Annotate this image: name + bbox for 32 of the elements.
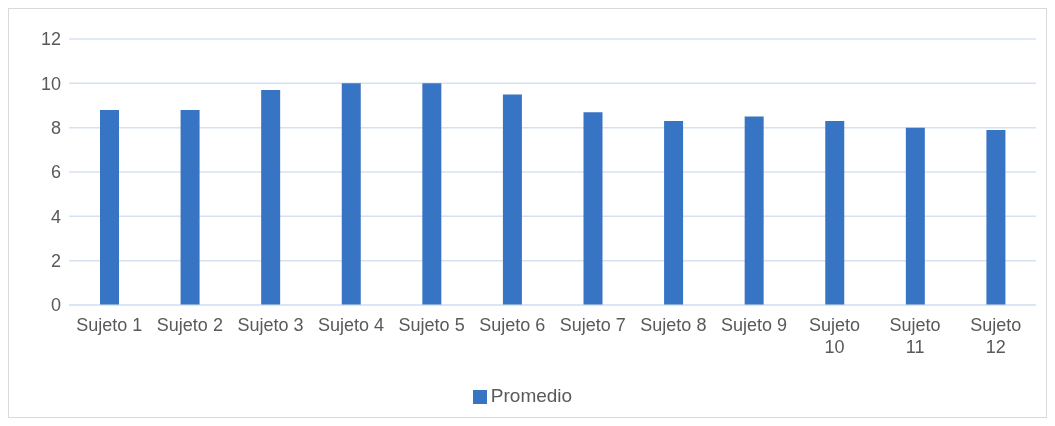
x-tick-label: Sujeto 4 [318,315,385,335]
y-tick-label: 4 [50,206,61,227]
bar [986,129,1006,305]
x-tick-label: Sujeto 2 [156,315,223,335]
x-tick-label: Sujeto 1 [76,315,143,335]
bar [502,94,522,305]
x-tick-label: Sujeto 7 [559,315,626,335]
y-tick-label: 6 [50,162,61,183]
bar [825,121,845,305]
x-tick-label: Sujeto 5 [398,315,465,335]
x-tick-label: Sujeto 9 [720,315,787,335]
bar [100,109,119,305]
y-tick-label: 2 [50,251,61,272]
y-tick-label: 8 [50,118,61,139]
x-tick-label: Sujeto 8 [640,315,707,335]
bar [583,112,603,305]
bar [341,83,361,305]
x-tick-label: Sujeto 6 [479,315,546,335]
y-tick-label: 12 [40,29,61,50]
x-tick-label: Sujeto 3 [237,315,304,335]
bar [905,127,925,305]
x-tick-label: Sujeto 10 [809,315,861,357]
bar [261,89,281,305]
y-tick-label: 0 [50,295,61,316]
bar [422,83,442,305]
bar [744,116,764,305]
x-tick-label: Sujeto 11 [889,315,941,357]
bar [664,121,684,305]
y-tick-label: 10 [40,73,61,94]
legend-label: Promedio [490,385,573,406]
x-tick-label: Sujeto 12 [970,315,1022,357]
bar [180,109,200,305]
